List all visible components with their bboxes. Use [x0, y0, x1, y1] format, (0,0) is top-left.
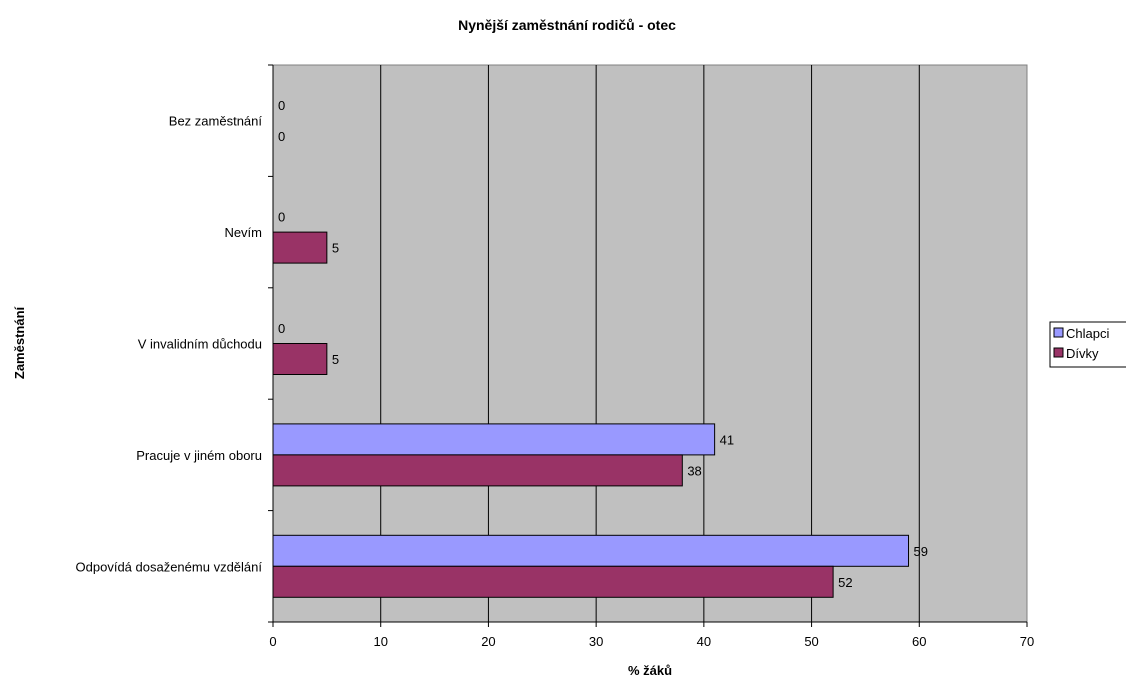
x-axis-title: % žáků	[628, 663, 672, 678]
y-axis-title: Zaměstnání	[12, 306, 27, 379]
axes	[268, 64, 1028, 627]
data-label: 41	[720, 432, 734, 447]
category-label: Bez zaměstnání	[169, 114, 263, 129]
bar-dívky	[272, 343, 328, 375]
category-label: Odpovídá dosaženému vzdělání	[76, 559, 263, 574]
bar-chlapci	[272, 423, 716, 456]
data-label: 0	[278, 321, 285, 336]
legend-label-divky: Dívky	[1066, 346, 1099, 361]
chart-title: Nynější zaměstnání rodičů - otec	[458, 17, 676, 33]
x-tick-label: 70	[1020, 634, 1034, 649]
x-tick-label: 0	[269, 634, 276, 649]
bar-dívky	[272, 231, 328, 264]
x-tick-label: 60	[912, 634, 926, 649]
data-label: 59	[914, 544, 928, 559]
data-label: 52	[838, 575, 852, 590]
category-label: V invalidním důchodu	[138, 337, 262, 352]
gridlines	[380, 65, 920, 622]
legend-swatch-divky	[1053, 347, 1064, 358]
data-label: 0	[278, 129, 285, 144]
plot-area	[272, 64, 1028, 623]
x-tick-labels: 0 10 20 30 40 50 60 70	[269, 634, 1034, 649]
data-label: 0	[278, 210, 285, 225]
bar-chlapci	[272, 534, 910, 567]
legend: Chlapci Dívky	[1049, 321, 1126, 368]
x-tick-label: 20	[481, 634, 495, 649]
data-label: 5	[332, 241, 339, 256]
category-label: Nevím	[224, 225, 262, 240]
data-labels: 0 0 0 5 0 5 41 38 59 52	[278, 98, 928, 590]
legend-label-chlapci: Chlapci	[1066, 326, 1109, 341]
data-label: 5	[332, 352, 339, 367]
x-tick-label: 30	[589, 634, 603, 649]
category-label: Pracuje v jiném oboru	[136, 448, 262, 463]
x-tick-label: 50	[804, 634, 818, 649]
x-tick-label: 40	[697, 634, 711, 649]
bar-dívky	[272, 454, 683, 487]
data-label: 0	[278, 98, 285, 113]
category-labels: Bez zaměstnání Nevím V invalidním důchodu P…	[76, 114, 263, 575]
bar-dívky	[272, 565, 834, 598]
x-tick-label: 10	[373, 634, 387, 649]
data-label: 38	[687, 463, 701, 478]
legend-swatch-chlapci	[1053, 327, 1064, 338]
bars	[272, 231, 910, 598]
